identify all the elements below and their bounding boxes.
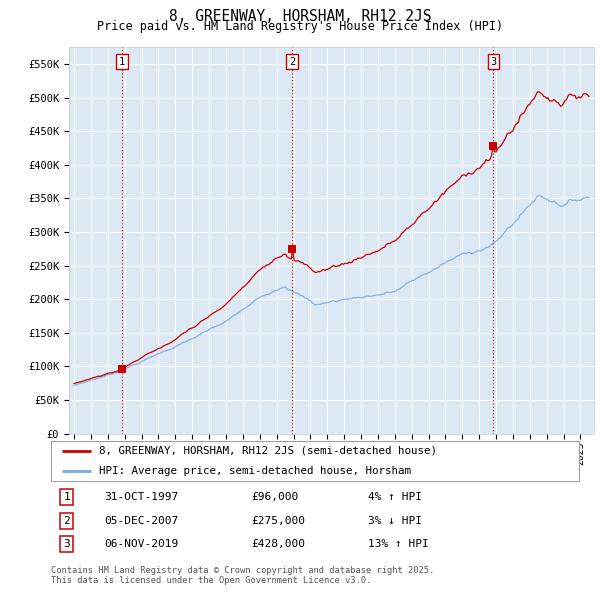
Text: 05-DEC-2007: 05-DEC-2007 (104, 516, 178, 526)
Text: HPI: Average price, semi-detached house, Horsham: HPI: Average price, semi-detached house,… (98, 466, 410, 476)
Text: 3: 3 (490, 57, 497, 67)
Text: £275,000: £275,000 (251, 516, 305, 526)
Text: 3: 3 (64, 539, 70, 549)
Text: 8, GREENWAY, HORSHAM, RH12 2JS (semi-detached house): 8, GREENWAY, HORSHAM, RH12 2JS (semi-det… (98, 446, 437, 455)
Text: 2: 2 (64, 516, 70, 526)
Text: 2: 2 (289, 57, 295, 67)
Text: 31-OCT-1997: 31-OCT-1997 (104, 492, 178, 502)
Text: £428,000: £428,000 (251, 539, 305, 549)
Text: 3% ↓ HPI: 3% ↓ HPI (368, 516, 422, 526)
Text: 1: 1 (64, 492, 70, 502)
Text: 8, GREENWAY, HORSHAM, RH12 2JS: 8, GREENWAY, HORSHAM, RH12 2JS (169, 9, 431, 24)
Text: Contains HM Land Registry data © Crown copyright and database right 2025.
This d: Contains HM Land Registry data © Crown c… (51, 566, 434, 585)
Text: 13% ↑ HPI: 13% ↑ HPI (368, 539, 428, 549)
Text: 06-NOV-2019: 06-NOV-2019 (104, 539, 178, 549)
Text: £96,000: £96,000 (251, 492, 299, 502)
Text: 4% ↑ HPI: 4% ↑ HPI (368, 492, 422, 502)
Text: 1: 1 (119, 57, 125, 67)
Text: Price paid vs. HM Land Registry's House Price Index (HPI): Price paid vs. HM Land Registry's House … (97, 20, 503, 33)
